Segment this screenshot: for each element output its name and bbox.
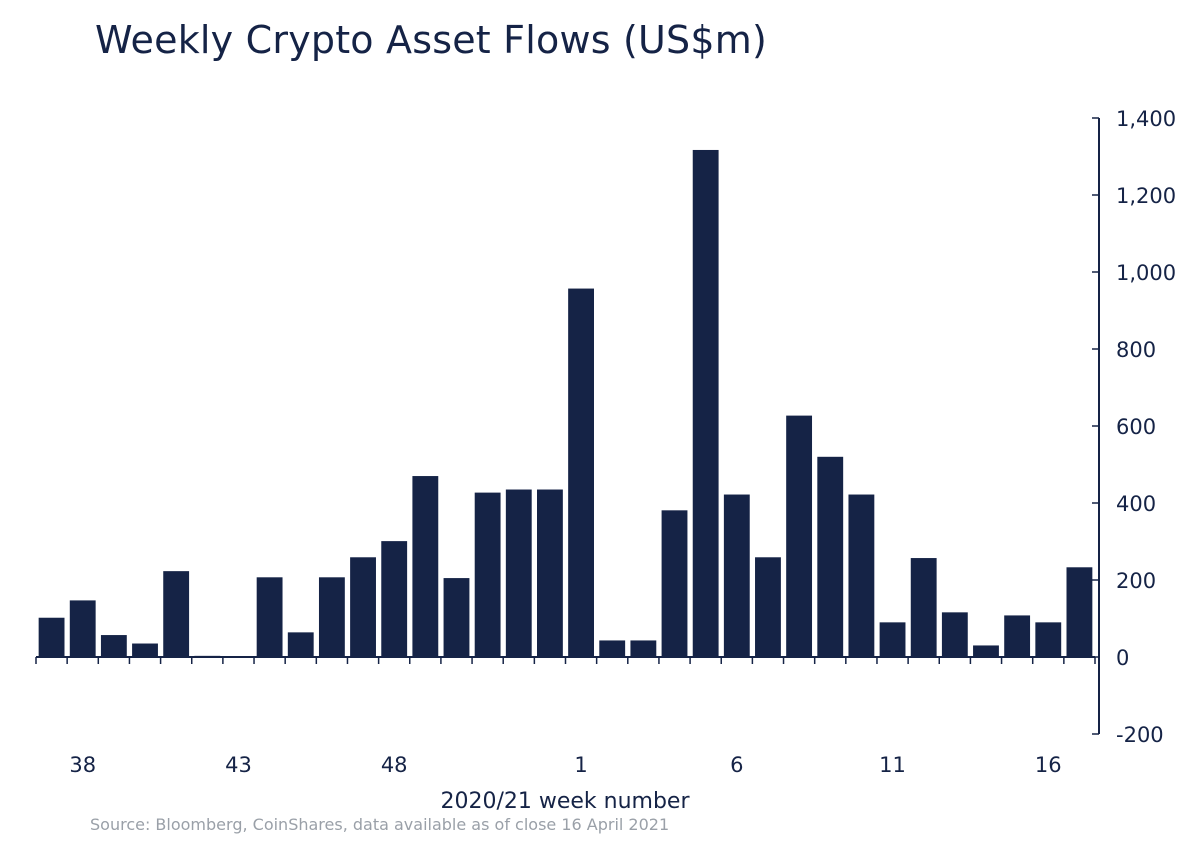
- y-tick-label: 200: [1116, 569, 1156, 593]
- bar: [163, 571, 190, 657]
- bar: [910, 558, 937, 657]
- bar: [1004, 615, 1031, 657]
- bar: [69, 600, 96, 657]
- y-tick-label: 800: [1116, 338, 1156, 362]
- bar: [381, 541, 408, 657]
- bar: [474, 492, 501, 657]
- bar: [599, 640, 626, 657]
- bar: [412, 476, 439, 657]
- x-tick-label: 16: [1035, 753, 1062, 777]
- bar: [1035, 622, 1062, 657]
- bars-layer: [38, 149, 1093, 658]
- bar: [661, 510, 688, 657]
- y-tick-label: 600: [1116, 415, 1156, 439]
- source-note: Source: Bloomberg, CoinShares, data avai…: [90, 815, 670, 834]
- bar: [443, 578, 470, 657]
- y-tick-label: 1,000: [1116, 261, 1176, 285]
- bar: [350, 557, 376, 657]
- bar: [630, 640, 657, 657]
- bar: [505, 489, 532, 657]
- x-axis-title: 2020/21 week number: [440, 789, 690, 814]
- x-tick-label: 6: [730, 753, 743, 777]
- bar: [318, 577, 345, 657]
- y-tick-label: 1,200: [1116, 184, 1176, 208]
- y-tick-label: 400: [1116, 492, 1156, 516]
- bar: [817, 456, 844, 657]
- bar: [568, 288, 594, 657]
- bar: [879, 622, 906, 657]
- x-tick-label: 1: [574, 753, 587, 777]
- bar: [100, 635, 127, 657]
- bar: [132, 643, 158, 657]
- y-axis: 1,400 1,200 1,000 800 600 400 200 0 -200: [1092, 107, 1176, 747]
- bar: [755, 557, 781, 657]
- bar: [848, 494, 875, 657]
- x-tick-label: 38: [69, 753, 96, 777]
- bar: [287, 632, 314, 657]
- y-tick-label: 0: [1116, 646, 1129, 670]
- x-axis: 38 43 48 1 6 11 16: [35, 656, 1096, 777]
- y-tick-label: 1,400: [1116, 107, 1176, 131]
- bar: [973, 645, 999, 657]
- bar: [1066, 567, 1093, 657]
- bar: [941, 612, 968, 657]
- chart-title: Weekly Crypto Asset Flows (US$m): [95, 18, 767, 62]
- y-tick-label: -200: [1116, 723, 1164, 747]
- bar: [723, 494, 750, 657]
- bar: [786, 415, 813, 657]
- bar: [38, 617, 65, 657]
- x-tick-label: 43: [225, 753, 252, 777]
- x-tick-label: 11: [879, 753, 906, 777]
- x-tick-label: 48: [381, 753, 408, 777]
- bar: [537, 489, 563, 657]
- bar: [692, 149, 719, 657]
- bar: [256, 577, 283, 657]
